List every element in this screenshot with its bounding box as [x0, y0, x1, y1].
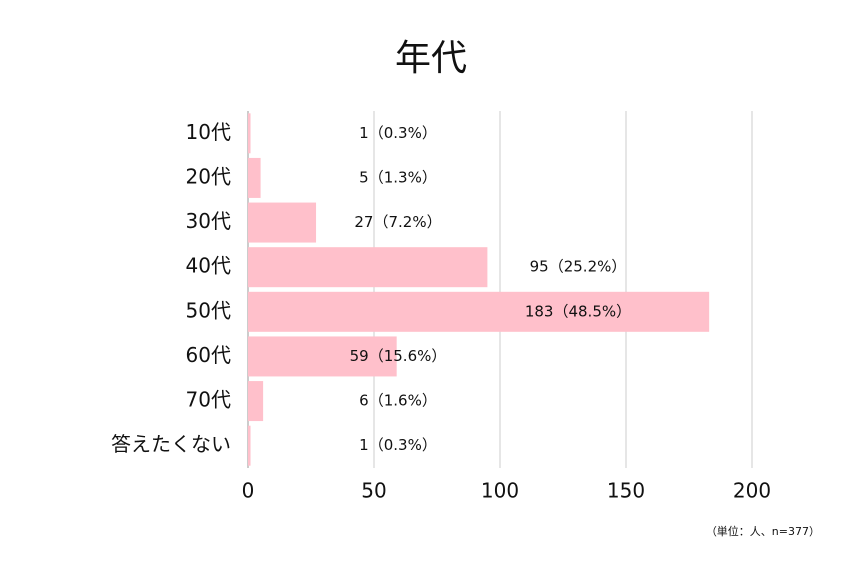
value-label: 95（25.2%）: [530, 258, 627, 276]
bar: [248, 291, 710, 332]
bar: [248, 336, 397, 377]
bar: [248, 157, 261, 198]
chart-title: 年代: [395, 38, 467, 79]
y-tick-label: 50代: [186, 298, 231, 322]
x-tick-label: 200: [733, 479, 771, 503]
x-tick-label: 50: [361, 479, 386, 503]
value-label: 6（1.6%）: [359, 392, 437, 410]
x-tick-label: 100: [481, 479, 519, 503]
bar: [248, 113, 251, 154]
value-label: 1（0.3%）: [359, 436, 437, 454]
y-tick-label: 60代: [186, 343, 231, 367]
value-label: 1（0.3%）: [359, 124, 437, 142]
value-label: 59（15.6%）: [350, 347, 447, 365]
y-tick-label: 40代: [186, 254, 231, 278]
value-label: 183（48.5%）: [525, 302, 631, 320]
bar: [248, 425, 251, 466]
y-tick-label: 答えたくない: [111, 432, 231, 456]
x-tick-label: 0: [242, 479, 255, 503]
value-label: 27（7.2%）: [354, 213, 441, 231]
y-tick-label: 30代: [186, 209, 231, 233]
bar: [248, 202, 317, 243]
x-tick-label: 150: [607, 479, 645, 503]
bar: [248, 247, 488, 288]
bar: [248, 381, 264, 422]
annotation: （単位：人、n=377）: [706, 524, 820, 538]
value-label: 5（1.3%）: [359, 168, 437, 186]
y-tick-label: 10代: [186, 120, 231, 144]
y-tick-label: 70代: [186, 388, 231, 412]
y-tick-label: 20代: [186, 164, 231, 188]
